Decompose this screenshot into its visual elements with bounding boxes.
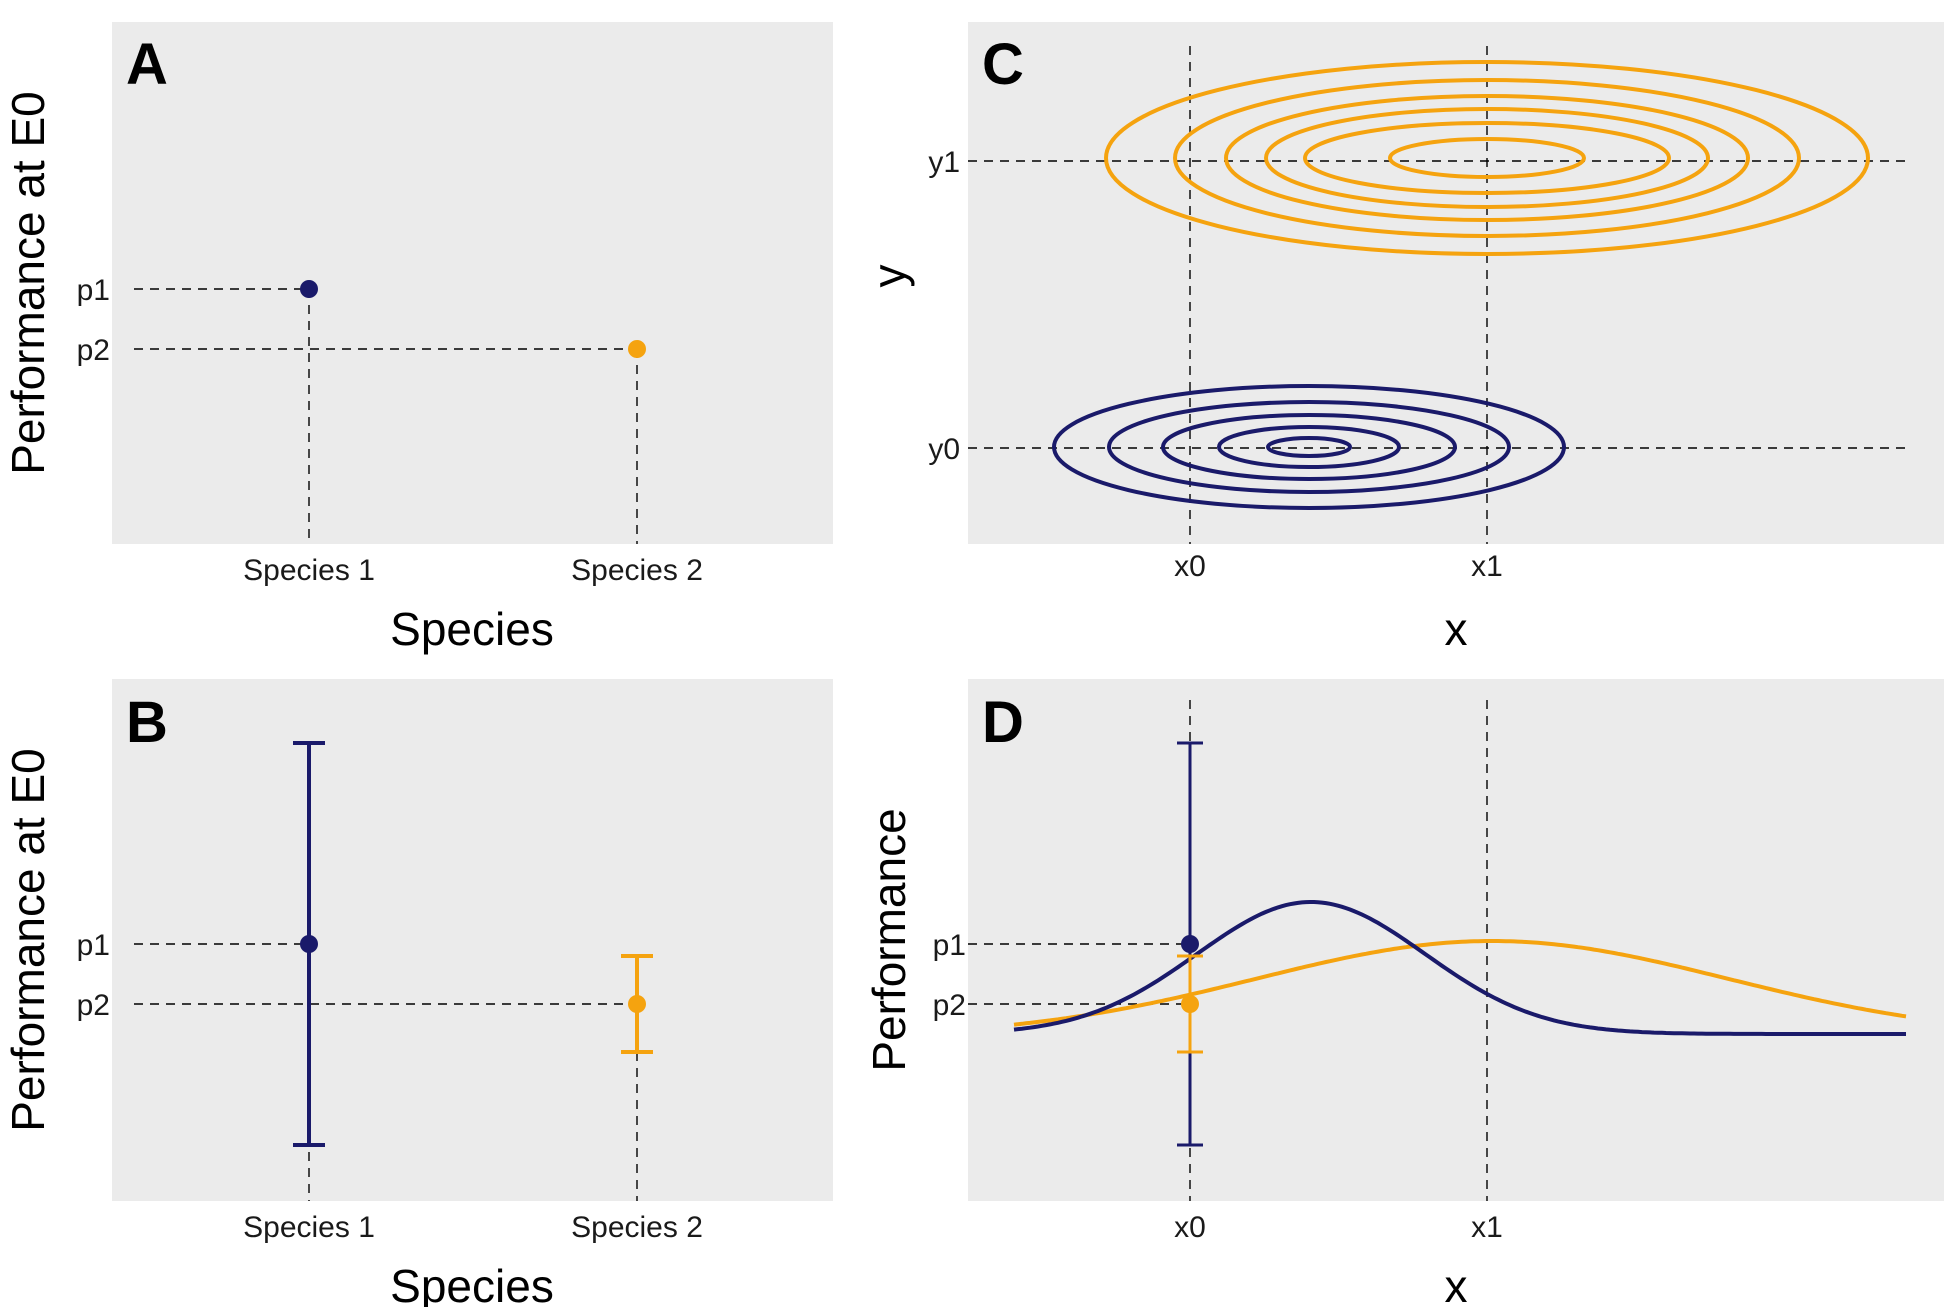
panel-d-letter: D: [982, 690, 1024, 755]
panel-b-xtick-species2: Species 2: [571, 1211, 703, 1244]
panel-a-xtick-species1: Species 1: [243, 554, 375, 587]
panel-c-contour-species1-2: [1107, 400, 1511, 494]
panel-c: C y1 y0 x0 x1 x y: [863, 22, 1944, 655]
panel-c-contours-species2: [1104, 60, 1870, 256]
panel-d-curve-species1: [1013, 900, 1906, 1036]
panel-c-letter: C: [982, 32, 1024, 97]
panel-b-ylabel: Performance at E0: [2, 748, 54, 1132]
panel-d-xlabel: x: [1445, 1260, 1468, 1307]
panel-c-contour-species2-1: [1104, 60, 1870, 256]
panel-c-contour-species2-3: [1224, 94, 1750, 222]
panel-b-xtick-species1: Species 1: [243, 1211, 375, 1244]
panel-a-xtick-species2: Species 2: [571, 554, 703, 587]
panel-b-xlabel: Species: [390, 1260, 554, 1307]
panel-c-ytick-y1: y1: [928, 146, 960, 179]
panel-b-background: [112, 679, 833, 1201]
panel-c-contours-species1: [1052, 384, 1566, 510]
panel-d-curve-species2: [1013, 939, 1907, 1027]
panel-a-ytick-p1: p1: [77, 274, 110, 307]
panel-d-ytick-p2: p2: [933, 989, 966, 1022]
panel-b-point-species1: [300, 935, 318, 953]
panel-b-ytick-p2: p2: [77, 989, 110, 1022]
panel-a-xlabel: Species: [390, 603, 554, 655]
panel-c-contour-species1-5: [1266, 436, 1352, 458]
panel-c-contour-species2-5: [1303, 121, 1671, 195]
panel-d-xtick-x0: x0: [1174, 1211, 1206, 1244]
panel-a-letter: A: [126, 32, 168, 97]
panel-c-xlabel: x: [1445, 603, 1468, 655]
panel-c-contour-species2-4: [1264, 107, 1710, 209]
panel-a: A p1 p2 Species 1 Species 2 Species Perf…: [2, 22, 833, 655]
panel-c-contour-species2-6: [1388, 137, 1586, 179]
panel-c-ytick-y0: y0: [928, 433, 960, 466]
panel-a-ytick-p2: p2: [77, 334, 110, 367]
panel-d-point-species2: [1181, 995, 1199, 1013]
panel-b-point-species2: [628, 995, 646, 1013]
panel-d-xtick-x1: x1: [1471, 1211, 1503, 1244]
panel-c-contour-species1-3: [1161, 413, 1457, 481]
panel-b-letter: B: [126, 690, 168, 755]
panel-c-ylabel: y: [863, 265, 915, 288]
panel-d-background: [968, 679, 1944, 1201]
panel-d-ytick-p1: p1: [933, 929, 966, 962]
panel-c-xtick-x0: x0: [1174, 550, 1206, 583]
panel-c-xtick-x1: x1: [1471, 550, 1503, 583]
panel-a-background: [112, 22, 833, 544]
panel-d-point-species1: [1181, 935, 1199, 953]
panel-c-contour-species1-1: [1052, 384, 1566, 510]
panel-c-contour-species2-2: [1173, 78, 1801, 238]
panel-a-point-species2: [628, 340, 646, 358]
panel-a-ylabel: Performance at E0: [2, 91, 54, 475]
panel-b-ytick-p1: p1: [77, 929, 110, 962]
panel-a-point-species1: [300, 280, 318, 298]
panel-c-contour-species1-4: [1217, 425, 1401, 469]
panel-d: D p1 p2 x0 x1 x Performance: [863, 679, 1944, 1307]
panel-b: B p1 p2 Species 1 Species 2 Species Perf…: [2, 679, 833, 1307]
panel-d-ylabel: Performance: [863, 808, 915, 1071]
